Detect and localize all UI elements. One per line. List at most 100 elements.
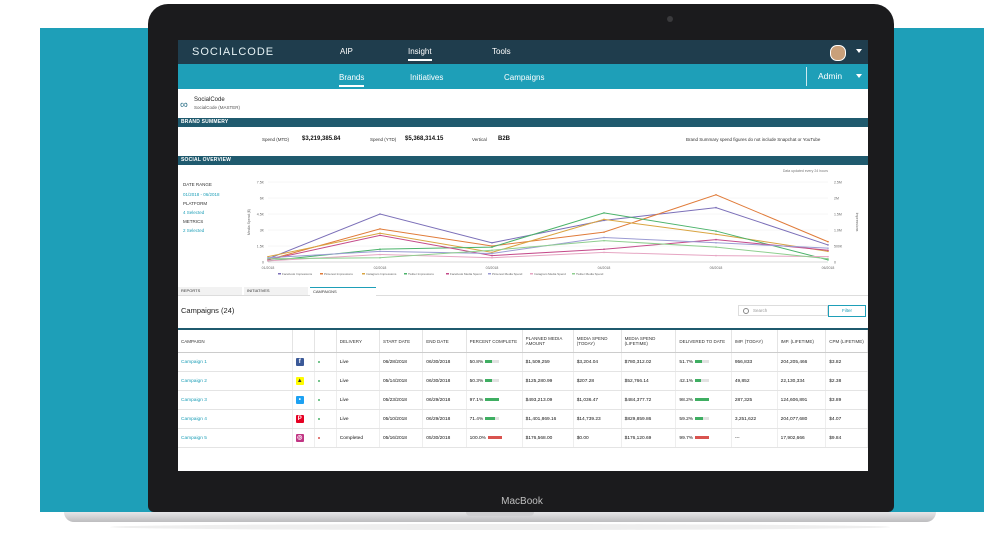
legend-label: Facebook Media Spend <box>450 272 482 276</box>
table-row[interactable]: Campaign 1 f Live 06/28/2018 06/30/2018 50.8%… <box>178 352 868 372</box>
y2-axis-label: Impressions <box>855 213 859 232</box>
vertical-value: B2B <box>498 136 511 142</box>
end-date: 06/29/2018 <box>422 390 467 410</box>
data-point <box>491 252 493 255</box>
platform-label: PLATFORM <box>183 201 208 206</box>
column-header[interactable]: IMP. (TODAY) <box>731 328 778 353</box>
column-header[interactable]: IMP. (LIFETIME) <box>777 328 827 353</box>
platform-select[interactable]: 4 Selected <box>183 210 205 215</box>
column-header[interactable]: CPM (LIFETIME) <box>825 328 868 353</box>
imp-lifetime: 17,902,666 <box>777 428 827 448</box>
tab-campaigns-sub[interactable]: CAMPAIGNS <box>310 287 376 296</box>
tab-initiatives-sub[interactable]: INITIATIVES <box>244 287 308 295</box>
data-point <box>715 238 717 241</box>
imp-today: 287,325 <box>731 390 778 410</box>
tab-reports[interactable]: REPORTS <box>178 287 242 295</box>
platform-cell: f <box>292 352 316 372</box>
snapchat-icon: ▲ <box>295 377 304 385</box>
y2-tick-label: 2M <box>834 197 839 201</box>
table-row[interactable]: Campaign 4 P Live 05/10/2018 06/29/2018 71.4%… <box>178 409 868 429</box>
top-nav: SOCIALCODE AIP Insight Tools <box>178 40 868 64</box>
campaign-link[interactable]: Campaign 4 <box>178 409 293 429</box>
imp-today: 49,852 <box>731 371 778 391</box>
app-logo[interactable]: SOCIALCODE <box>192 46 275 58</box>
legend-swatch <box>362 273 365 275</box>
imp-today: --- <box>731 428 778 448</box>
data-point <box>827 249 829 252</box>
data-point <box>715 242 717 244</box>
status-cell <box>314 409 337 429</box>
x-tick-label: 02/2018 <box>374 266 387 270</box>
avatar[interactable] <box>830 45 846 61</box>
table-row[interactable]: Campaign 3 • Live 05/23/2018 06/29/2018 97.1%… <box>178 390 868 410</box>
progress-bar <box>487 435 502 439</box>
column-header[interactable] <box>292 328 316 353</box>
data-point <box>827 244 829 246</box>
data-point <box>491 249 493 252</box>
laptop-notch <box>466 512 534 516</box>
data-point <box>715 230 717 232</box>
column-header[interactable]: PLANNED MEDIA AMOUNT <box>522 328 574 353</box>
platform-cell: • <box>292 390 316 410</box>
brand-subtitle: SocialCode (MASTER) <box>194 105 241 110</box>
column-header[interactable]: DELIVERED TO DATE <box>675 328 732 353</box>
column-header[interactable]: START DATE <box>379 328 424 353</box>
date-range-select[interactable]: 01/2018 - 06/2018 <box>183 192 220 197</box>
delivered-to-date: 98.2% <box>675 390 732 410</box>
nav-aip[interactable]: AIP <box>340 47 353 56</box>
campaign-link[interactable]: Campaign 2 <box>178 371 293 391</box>
legend-label: Twitter Impressions <box>408 272 434 276</box>
tab-brands[interactable]: Brands <box>339 73 365 87</box>
x-tick-label: 04/2018 <box>598 266 611 270</box>
column-header[interactable]: DELIVERY <box>336 328 380 353</box>
chevron-down-icon[interactable] <box>856 49 862 53</box>
search-input[interactable]: Search <box>738 305 828 316</box>
media-spend-today: $0.00 <box>573 428 622 448</box>
tab-initiatives[interactable]: Initiatives <box>410 73 444 82</box>
campaign-link[interactable]: Campaign 5 <box>178 428 293 448</box>
imp-lifetime: 204,205,466 <box>777 352 827 372</box>
data-point <box>379 213 381 215</box>
data-point <box>827 258 829 260</box>
campaign-link[interactable]: Campaign 1 <box>178 352 293 372</box>
platform-cell: ◎ <box>292 428 316 448</box>
data-point <box>603 236 605 239</box>
planned-media-amount: $1,401,869.16 <box>522 409 574 429</box>
delivered-to-date: 99.7% <box>675 428 732 448</box>
column-header[interactable]: PERCENT COMPLETE <box>466 328 523 353</box>
cpm-lifetime: $4.07 <box>825 409 868 429</box>
campaign-link[interactable]: Campaign 3 <box>178 390 293 410</box>
brand-logo-icon: ∞ <box>180 99 188 111</box>
nav-insight[interactable]: Insight <box>408 47 432 61</box>
data-point <box>379 228 381 230</box>
data-point <box>379 250 381 253</box>
filter-button[interactable]: Filter <box>828 305 866 317</box>
table-row[interactable]: Campaign 5 ◎ Completed 05/16/2018 05/30/2018… <box>178 428 868 448</box>
column-header[interactable] <box>314 328 337 353</box>
column-header[interactable]: MEDIA SPEND (LIFETIME) <box>621 328 677 353</box>
table-row[interactable]: Campaign 2 ▲ Live 05/14/2018 06/30/2018 50.3%… <box>178 371 868 391</box>
chevron-down-icon[interactable] <box>856 74 862 78</box>
status-cell <box>314 352 337 372</box>
admin-menu[interactable]: Admin <box>818 71 843 81</box>
legend-label: Pinterest Media Spend <box>492 272 523 276</box>
metrics-select[interactable]: 2 Selected <box>183 228 205 233</box>
twitter-icon: • <box>295 396 304 404</box>
y2-tick-label: 500K <box>834 245 843 249</box>
pinterest-icon: P <box>295 415 304 423</box>
y-tick-label: 4.5K <box>257 213 265 217</box>
imp-today: 956,833 <box>731 352 778 372</box>
data-point <box>715 246 717 248</box>
progress-bar <box>695 378 710 382</box>
nav-tools[interactable]: Tools <box>492 47 511 56</box>
legend-swatch <box>572 273 575 275</box>
media-spend-today: $1,036.47 <box>573 390 622 410</box>
laptop-shadow <box>110 524 890 530</box>
delivered-value: 98.2% <box>679 397 694 403</box>
data-point <box>603 218 605 221</box>
column-header[interactable]: MEDIA SPEND (TODAY) <box>573 328 622 353</box>
tab-campaigns[interactable]: Campaigns <box>504 73 545 82</box>
column-header[interactable]: CAMPAIGN <box>178 328 293 353</box>
sub-nav: Brands Initiatives Campaigns Admin <box>178 64 868 89</box>
column-header[interactable]: END DATE <box>422 328 467 353</box>
